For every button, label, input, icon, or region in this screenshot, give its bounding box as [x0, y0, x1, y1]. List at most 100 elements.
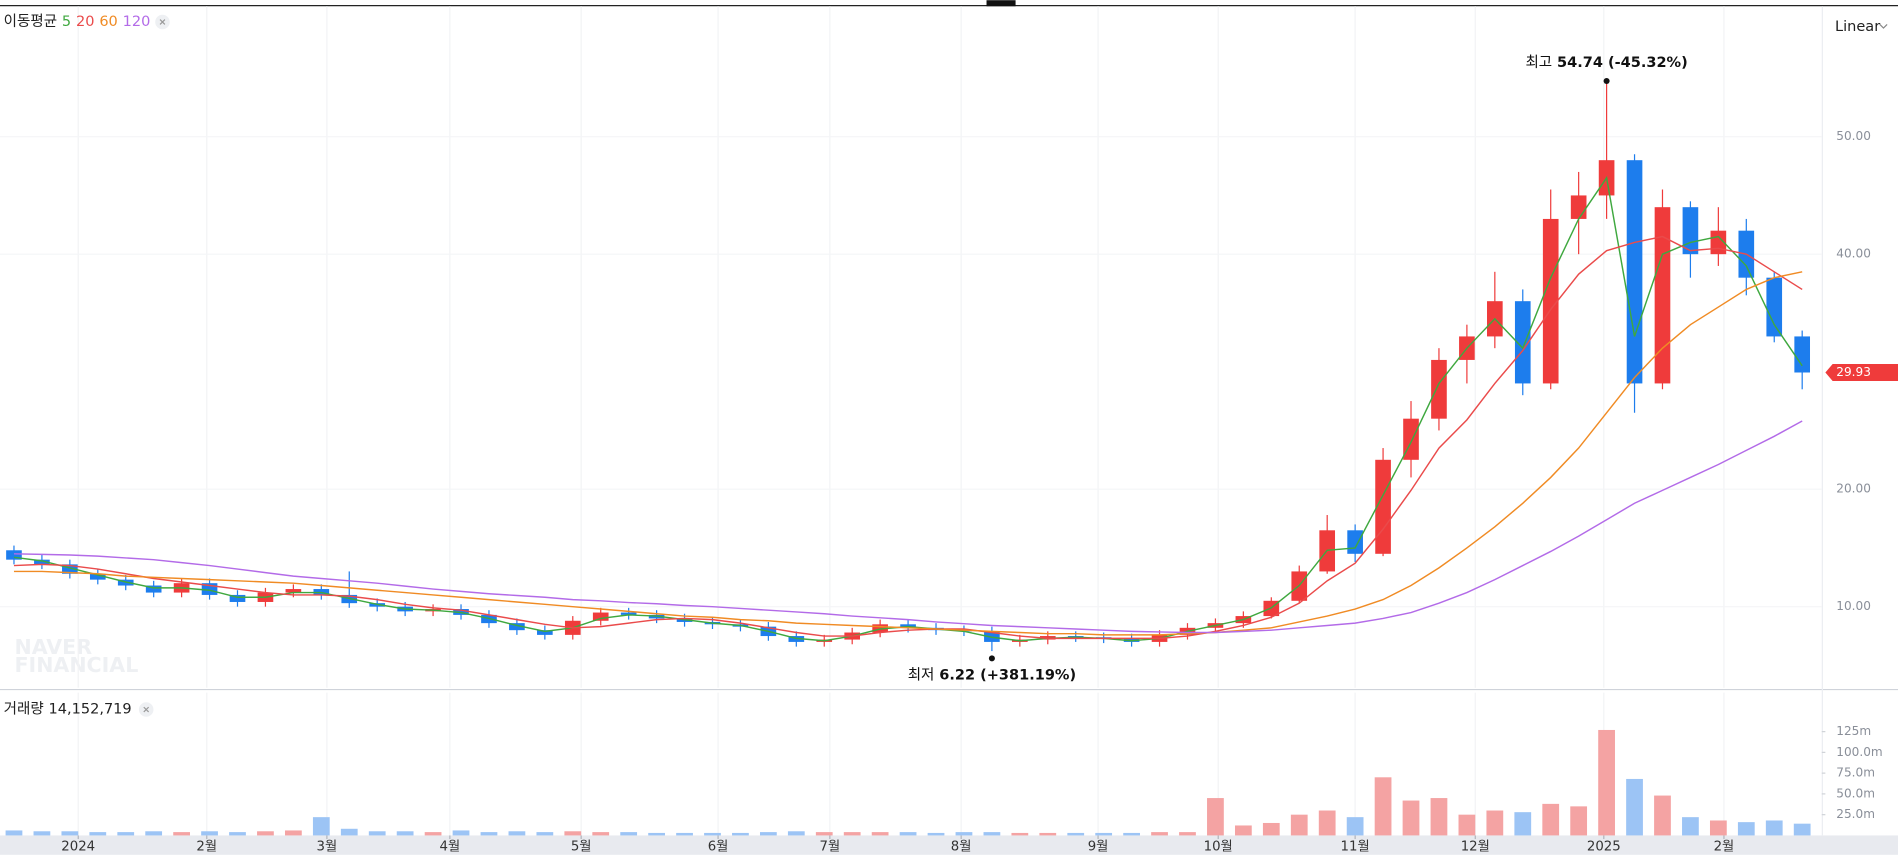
volume-bar	[1039, 832, 1057, 836]
y-tick-label: 50.00	[1836, 129, 1871, 143]
candle-body	[1514, 301, 1531, 384]
volume-bar	[1011, 832, 1029, 836]
volume-bar	[1598, 729, 1615, 836]
y-tick-label: 100.0m	[1836, 745, 1882, 759]
volume-bar	[871, 832, 889, 836]
volume-bar	[508, 831, 526, 836]
volume-bar	[927, 832, 945, 836]
volume-bar	[1654, 795, 1671, 836]
candle-body	[592, 612, 609, 621]
x-tick-label: 2월	[196, 838, 217, 854]
x-tick-label: 2025	[1587, 839, 1621, 854]
volume-bar	[1179, 832, 1196, 836]
candle-body	[537, 630, 553, 635]
volume-bar	[1737, 822, 1755, 836]
y-tick-label: 10.00	[1836, 599, 1871, 613]
candle-body	[1347, 530, 1363, 554]
volume-bar	[732, 832, 749, 836]
volume-bar	[1402, 800, 1420, 836]
volume-bar	[1486, 810, 1504, 836]
volume-bar	[1542, 803, 1560, 836]
volume-bar	[1318, 810, 1336, 836]
last-price-label: 29.93	[1836, 365, 1871, 379]
candle-body	[6, 550, 22, 560]
y-tick-label: 40.00	[1836, 247, 1871, 261]
volume-bar	[480, 832, 498, 836]
volume-bar	[201, 831, 218, 836]
annotation-label: 최저	[908, 666, 935, 683]
annotation-value: 6.22 (+381.19%)	[939, 667, 1076, 683]
volume-bar	[592, 832, 610, 836]
volume-bar	[340, 828, 358, 836]
volume-bar	[620, 832, 638, 836]
y-tick-label: 125m	[1836, 724, 1871, 738]
volume-bar	[843, 832, 861, 836]
volume-bar	[1514, 812, 1532, 836]
x-tick-label: 3월	[317, 838, 338, 854]
legend-entry: 60	[99, 14, 117, 30]
volume-bar	[704, 832, 721, 836]
annotation-value: 54.74 (-45.32%)	[1557, 55, 1688, 71]
volume-bar	[173, 832, 190, 836]
volume-bar	[229, 832, 246, 836]
legend-entry: 120	[123, 14, 151, 30]
watermark-line: FINANCIAL	[15, 653, 139, 677]
volume-bar	[1234, 825, 1252, 836]
volume-bar	[1709, 820, 1727, 836]
candle-body	[89, 573, 106, 580]
candle-body	[620, 612, 637, 615]
volume-bar	[1346, 817, 1364, 836]
volume-bar	[145, 831, 163, 836]
y-tick-label: 25.0m	[1836, 807, 1875, 821]
volume-bar	[564, 831, 582, 836]
moving-average-line	[13, 175, 1803, 642]
watermark: NAVER FINANCIAL	[15, 635, 139, 677]
candle-body	[1654, 207, 1671, 384]
volume-bar	[5, 830, 23, 836]
candle-body	[229, 594, 246, 602]
candle-body	[1570, 195, 1587, 219]
volume-bar	[536, 832, 554, 836]
scale-dropdown-icon[interactable]	[1879, 23, 1888, 29]
volume-bar	[1262, 822, 1280, 836]
x-tick-label: 8월	[951, 838, 972, 854]
volume-bar	[676, 832, 693, 836]
volume-bar	[787, 831, 805, 836]
legend-entry: 20	[76, 14, 94, 30]
low-marker	[988, 655, 995, 662]
x-tick-label: 7월	[819, 838, 840, 854]
volume-bar	[1765, 820, 1783, 836]
volume-bar	[1793, 823, 1811, 836]
volume-bar	[759, 832, 777, 836]
volume-bar	[1067, 832, 1085, 836]
volume-bar	[89, 832, 107, 836]
volume-bar	[1682, 817, 1699, 836]
x-tick-label: 5월	[571, 838, 592, 854]
candle-body	[285, 589, 302, 593]
volume-bar	[1095, 832, 1113, 836]
scale-mode[interactable]: Linear	[1835, 19, 1880, 35]
y-tick-label: 75.0m	[1836, 766, 1875, 780]
legend-entry: 5	[62, 14, 71, 30]
volume-bar	[648, 832, 665, 836]
x-tick-label: 12월	[1461, 838, 1490, 854]
candle-body	[1375, 459, 1391, 554]
x-tick-label: 11월	[1341, 838, 1370, 854]
candle-body	[1682, 207, 1699, 255]
volume-bar	[1430, 798, 1448, 836]
candle-body	[62, 564, 78, 574]
volume-bar	[61, 831, 79, 836]
volume-bar	[368, 831, 386, 836]
volume-bar	[1123, 832, 1140, 836]
x-tick-label: 6월	[708, 838, 729, 854]
volume-bar	[955, 832, 973, 836]
volume-bar	[983, 832, 1001, 836]
volume-bar	[815, 832, 833, 836]
x-tick-label: 2024	[61, 839, 95, 854]
high-marker	[1603, 77, 1610, 85]
drag-handle[interactable]	[986, 0, 1016, 7]
watermark-line: NAVER	[15, 635, 93, 659]
x-tick-label: 9월	[1088, 838, 1109, 854]
